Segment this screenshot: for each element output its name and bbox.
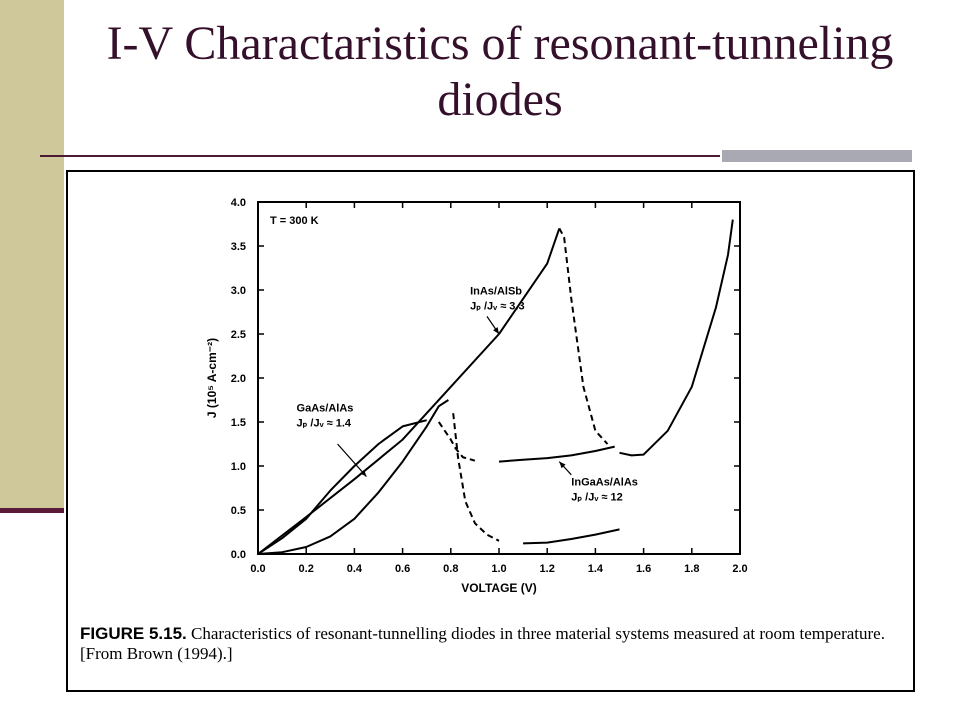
y-tick-label: 4.0 [231, 197, 246, 209]
y-tick-label: 2.0 [231, 373, 246, 385]
inas-alsb-arrowhead [493, 327, 499, 334]
decorative-sidebar [0, 0, 64, 512]
inas-alsb-curve-upper [619, 219, 734, 457]
ingaas-alas-curve-upper [523, 528, 620, 545]
x-tick-label: 0.6 [395, 563, 410, 575]
figure-caption: FIGURE 5.15. Characteristics of resonant… [80, 624, 910, 664]
x-tick-label: 1.8 [684, 563, 699, 575]
y-tick-label: 3.0 [231, 285, 246, 297]
y-tick-label: 0.5 [231, 505, 246, 517]
x-tick-label: 0.4 [347, 563, 363, 575]
y-tick-label: 0.0 [231, 549, 246, 561]
gaas-alas-curve [257, 419, 427, 555]
ingaas-alas-nd-region [452, 413, 500, 542]
x-tick-label: 1.4 [588, 563, 604, 575]
ingaas-alas-label: InGaAs/AlAs [571, 476, 638, 488]
gaas-alas-arrowhead [360, 469, 367, 477]
figure-caption-text: Characteristics of resonant-tunnelling d… [80, 624, 885, 663]
gaas-alas-curve-upper [498, 445, 615, 463]
x-tick-label: 1.2 [540, 563, 555, 575]
y-tick-label: 2.5 [231, 329, 246, 341]
ingaas-alas-curve [257, 399, 449, 555]
figure-frame: 0.0 0.2 0.4 0.6 0.8 1.0 1.2 1.4 1.6 1.8 2.0 0.0 0.5 1… [66, 170, 915, 692]
inas-alsb-label: InAs/AlSb [470, 285, 522, 297]
x-tick-label: 0.8 [443, 563, 458, 575]
x-tick-label: 1.0 [491, 563, 506, 575]
y-tick-label: 1.0 [231, 461, 246, 473]
gaas-alas-nd-region [437, 421, 476, 462]
figure-label: FIGURE 5.15. [80, 624, 187, 643]
y-axis-label: J (10⁵ A-cm⁻²) [205, 338, 219, 418]
y-tick-label: 1.5 [231, 417, 246, 429]
gaas-alas-label: GaAs/AlAs [297, 402, 354, 414]
x-tick-label: 2.0 [732, 563, 747, 575]
x-tick-label: 0.0 [250, 563, 265, 575]
x-axis-label: VOLTAGE (V) [461, 581, 537, 595]
slide-title: I-V Charactaristics of resonant-tunnelin… [106, 17, 894, 126]
gaas-alas-ratio-label: Jₚ /Jᵥ ≈ 1.4 [297, 417, 352, 429]
inas-alsb-ratio-label: Jₚ /Jᵥ ≈ 3.3 [470, 300, 525, 312]
title-underline [40, 155, 720, 157]
ingaas-alas-arrowhead [559, 461, 566, 469]
sidebar-accent-line [0, 508, 64, 513]
temperature-label: T = 300 K [270, 215, 319, 227]
x-tick-label: 0.2 [299, 563, 314, 575]
gaas-alas-arrow [337, 443, 367, 477]
ingaas-alas-ratio-label: Jₚ /Jᵥ ≈ 12 [571, 491, 622, 503]
iv-chart: 0.0 0.2 0.4 0.6 0.8 1.0 1.2 1.4 1.6 1.8 2.0 0.0 0.5 1… [68, 172, 913, 622]
x-tick-label: 1.6 [636, 563, 651, 575]
title-gray-bar [722, 150, 912, 162]
y-tick-label: 3.5 [231, 241, 246, 253]
